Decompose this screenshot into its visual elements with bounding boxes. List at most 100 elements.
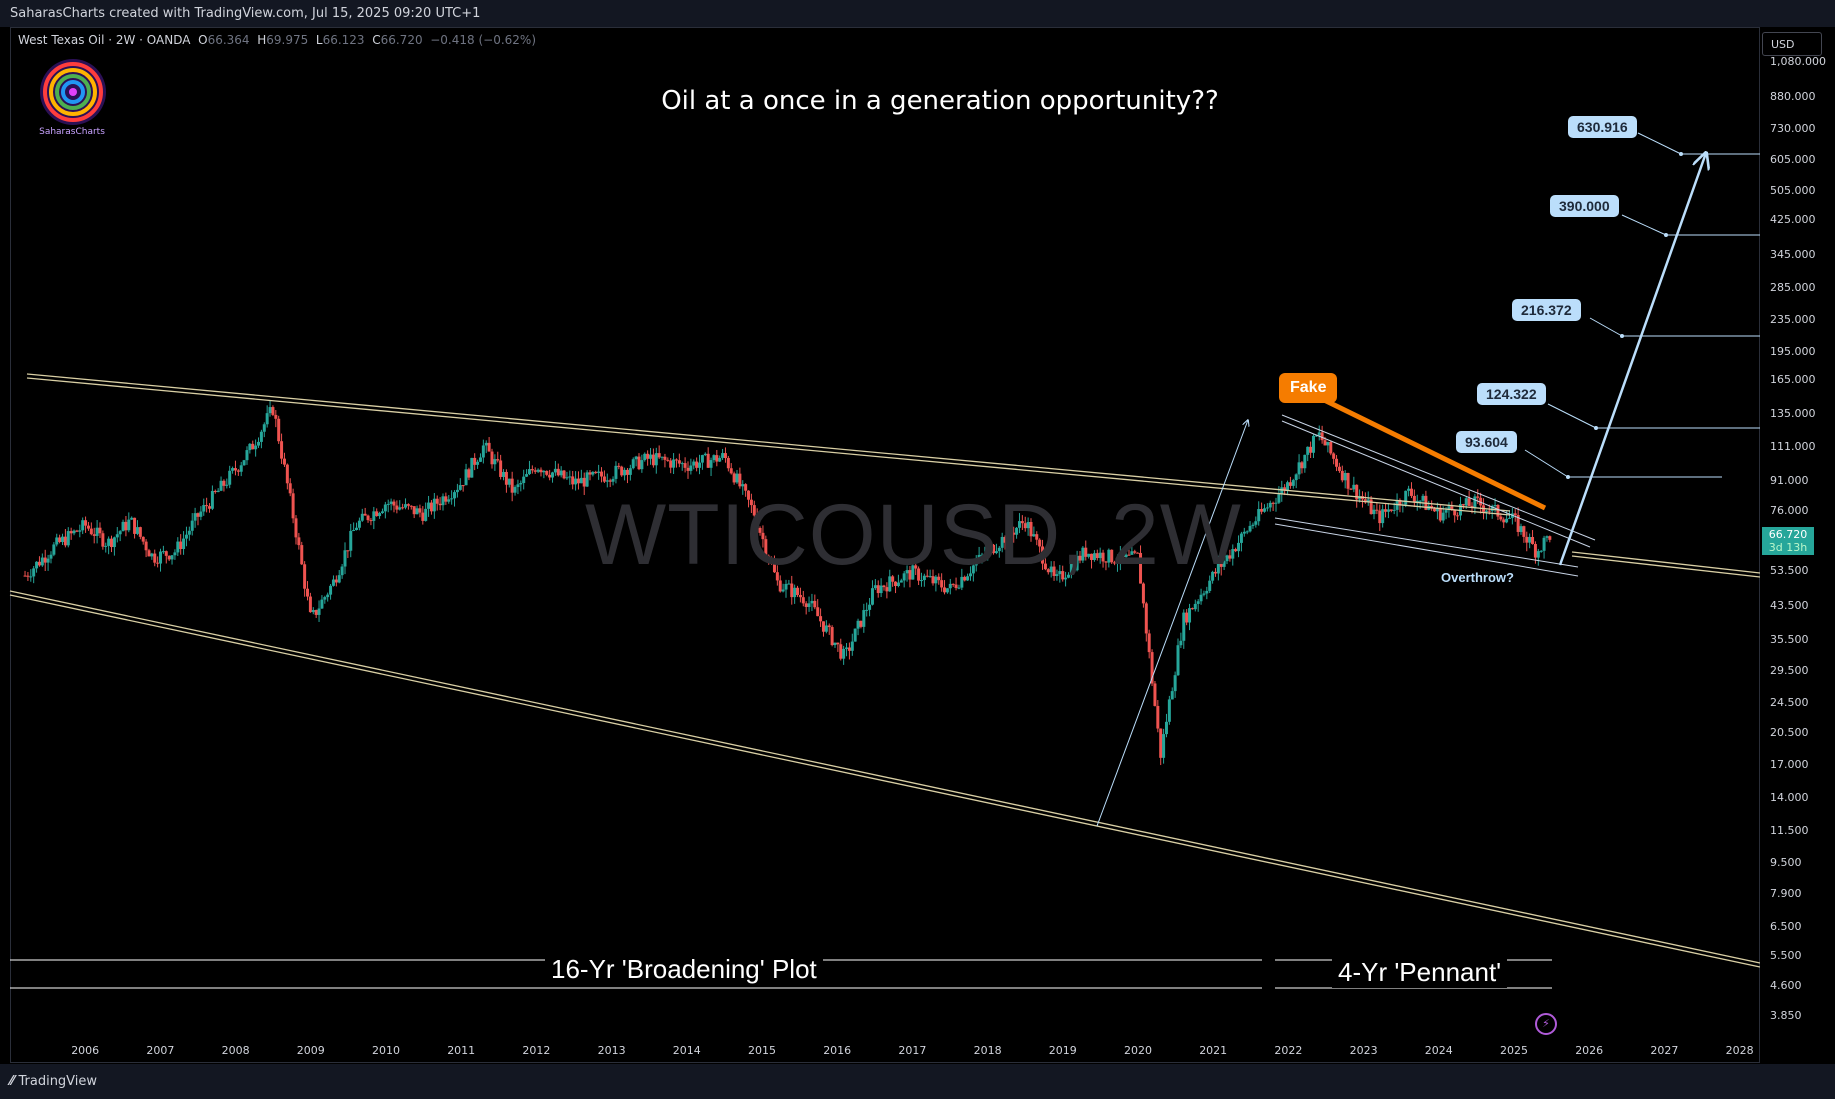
candle-body [314, 610, 318, 615]
candle-body [285, 464, 289, 484]
header-credit: SaharasCharts created with TradingView.c… [10, 6, 481, 21]
chart-frame[interactable] [10, 27, 1760, 1063]
candle-body [52, 544, 56, 555]
candle-body [1185, 612, 1189, 623]
candle-body [1476, 496, 1480, 498]
candle-body [208, 506, 212, 509]
candle-body [470, 457, 474, 478]
candle-body [231, 468, 235, 471]
candle-body [787, 583, 791, 585]
x-tick-label: 2018 [973, 1044, 1002, 1057]
broadening-label: 16-Yr 'Broadening' Plot [545, 954, 823, 985]
candle-body [1392, 509, 1396, 511]
candle-body [1035, 534, 1039, 540]
candle-body [1418, 500, 1422, 502]
candle-body [458, 485, 462, 490]
candle-body [1257, 509, 1261, 522]
y-tick-label: 425.000 [1770, 213, 1816, 227]
candle-body [770, 560, 774, 564]
candle-body [928, 576, 932, 578]
candle-body [666, 459, 670, 461]
y-tick-label: 605.000 [1770, 153, 1816, 167]
candle-body [435, 498, 439, 504]
candle-body [1464, 498, 1468, 506]
currency-button[interactable]: USD [1762, 32, 1822, 56]
candle-body [340, 566, 344, 576]
candle-body [421, 512, 425, 521]
candle-body [326, 594, 330, 598]
candle-body [476, 461, 480, 465]
y-tick-label: 3.850 [1770, 1009, 1802, 1022]
candle-body [334, 579, 338, 583]
candle-body [934, 576, 938, 584]
candle-body [418, 508, 422, 513]
candle-body [611, 478, 615, 482]
candle-body [1041, 546, 1045, 564]
candle-body [55, 537, 59, 545]
y-tick-label: 24.500 [1770, 695, 1809, 709]
candle-body [1545, 536, 1549, 538]
candle-body [372, 511, 376, 521]
candle-body [1055, 574, 1059, 576]
candle-body [360, 513, 364, 521]
y-tick-label: 730.000 [1770, 121, 1816, 135]
candle-body [1533, 543, 1537, 558]
candle-body [1262, 508, 1266, 512]
candle-body [948, 583, 952, 589]
candle-body [726, 458, 730, 469]
target-lines [1524, 132, 1760, 478]
candle-body [1277, 494, 1281, 503]
candle-body [530, 469, 534, 471]
candle-body [311, 610, 315, 613]
candle-body [1415, 500, 1419, 503]
candle-body [1490, 505, 1494, 511]
candle-body [1274, 502, 1278, 504]
candle-body [72, 530, 76, 534]
candle-body [242, 460, 246, 466]
candle-body [1115, 562, 1119, 564]
candle-body [1141, 583, 1145, 604]
candle-body [793, 587, 797, 598]
candle-body [989, 544, 993, 549]
candle-body [1513, 513, 1517, 515]
candle-body [1421, 495, 1425, 501]
candle-body [355, 527, 359, 530]
candle-body [357, 520, 361, 528]
candle-body [992, 544, 996, 554]
candle-body [718, 457, 722, 462]
candle-body [1456, 515, 1460, 517]
y-tick-label: 91.000 [1770, 473, 1809, 487]
candle-body [660, 456, 664, 458]
candle-body [282, 458, 286, 465]
candle-body [784, 583, 788, 590]
candle-body [1043, 563, 1047, 570]
candle-body [363, 513, 367, 516]
candle-body [1372, 509, 1376, 515]
candle-body [1193, 603, 1197, 610]
candle-body [700, 455, 704, 463]
candle-body [1231, 549, 1235, 559]
candle-body [1519, 526, 1523, 532]
candle-body [1196, 601, 1200, 604]
overthrow-label: Overthrow? [1441, 570, 1514, 585]
candle-body [888, 576, 892, 592]
candle-body [842, 648, 846, 659]
lightning-icon[interactable]: ⚡ [1535, 1013, 1557, 1035]
candle-body [504, 471, 508, 485]
candle-body [536, 469, 540, 472]
candle-body [1294, 474, 1298, 481]
candle-body [121, 521, 125, 532]
candle-body [1378, 510, 1382, 524]
candle-body [1199, 594, 1203, 602]
candle-body [1009, 528, 1013, 533]
candle-body [233, 468, 237, 471]
candle-body [26, 575, 30, 577]
candle-body [1335, 458, 1339, 467]
candle-body [1136, 552, 1140, 554]
candle-body [735, 473, 739, 483]
candle-body [450, 498, 454, 500]
candle-body [1219, 563, 1223, 567]
candle-body [1525, 536, 1529, 543]
candle-body [605, 480, 609, 482]
